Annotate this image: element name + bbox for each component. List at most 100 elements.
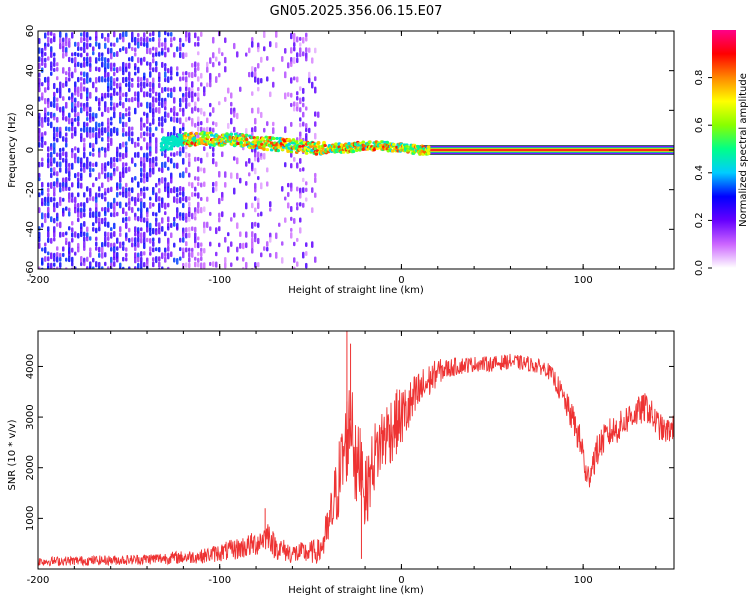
spectrogram-noise-cell	[95, 36, 98, 42]
spectrogram-noise-cell	[125, 222, 128, 230]
spectrogram-noise-cell	[140, 237, 143, 244]
spectrogram-noise-cell	[71, 182, 74, 188]
spectrogram-noise-cell	[206, 61, 209, 68]
spectrogram-noise-cell	[41, 157, 44, 162]
spectrogram-noise-cell	[107, 187, 110, 194]
spectrogram-noise-cell	[38, 131, 41, 138]
spectrogram-noise-cell	[218, 171, 221, 178]
spectrogram-noise-cell	[86, 52, 89, 57]
spectrogram-noise-cell	[236, 222, 239, 229]
spectrogram-noise-cell	[83, 41, 86, 48]
snr-line	[38, 353, 674, 567]
spectrogram-noise-cell	[53, 126, 56, 133]
spectrogram-noise-cell	[251, 247, 254, 254]
spectrogram-noise-cell	[80, 231, 83, 238]
spectrogram-noise-cell	[182, 202, 185, 209]
spectrogram-noise-cell	[44, 246, 47, 254]
spectrogram-noise-cell	[314, 111, 317, 117]
spectrogram-noise-cell	[251, 127, 254, 133]
spectrogram-noise-cell	[257, 86, 260, 92]
spectrogram-noise-cell	[188, 116, 191, 121]
spectrogram-noise-cell	[152, 241, 155, 247]
spectrogram-noise-cell	[230, 117, 233, 125]
spectrogram-noise-cell	[107, 207, 110, 213]
spectrogram-noise-cell	[155, 61, 158, 67]
spectrogram-noise-cell	[65, 71, 68, 76]
spectrogram-noise-cell	[47, 36, 50, 44]
spectrogram-noise-cell	[89, 161, 92, 168]
spectrogram-noise-cell	[95, 96, 98, 102]
spectrogram-noise-cell	[209, 211, 212, 217]
spectrogram-noise-cell	[173, 242, 176, 248]
spectrogram-noise-cell	[95, 132, 98, 140]
spectrogram-noise-cell	[101, 96, 104, 102]
spectrogram-noise-cell	[152, 261, 155, 268]
spectrogram-noise-cell	[68, 37, 71, 42]
spectrogram-noise-cell	[116, 256, 119, 263]
spectrogram-noise-cell	[200, 126, 203, 132]
spectrogram-noise-cell	[305, 36, 308, 42]
spectrogram-noise-cell	[107, 32, 110, 38]
spectrogram-noise-cell	[113, 231, 116, 238]
spectrogram-noise-cell	[95, 196, 98, 204]
spectrogram-noise-cell	[182, 186, 185, 193]
spectrogram-noise-cell	[65, 126, 68, 132]
spectrogram-noise-cell	[200, 251, 203, 257]
spectrogram-noise-cell	[128, 187, 131, 192]
spectrogram-noise-cell	[296, 57, 299, 64]
spectrogram-noise-cell	[200, 207, 203, 214]
spectrogram-noise-cell	[212, 181, 215, 187]
spectrogram-noise-cell	[137, 66, 140, 74]
spectrogram-ridge-dot	[187, 140, 191, 144]
spectrogram-ridge-dot	[368, 140, 372, 144]
spectrogram-noise-cell	[182, 262, 185, 268]
spectrogram-noise-cell	[68, 256, 71, 263]
spectrogram-noise-cell	[149, 231, 152, 236]
spectrogram-noise-cell	[188, 232, 191, 239]
spectrogram-noise-cell	[83, 212, 86, 218]
spectrogram-noise-cell	[107, 57, 110, 63]
spectrogram-noise-cell	[188, 181, 191, 187]
spectrogram-noise-cell	[38, 121, 41, 127]
spectrogram-noise-cell	[50, 237, 53, 244]
spectrogram-noise-cell	[305, 242, 308, 248]
spectrogram-noise-cell	[56, 76, 59, 81]
spectrogram-noise-cell	[80, 46, 83, 51]
spectrogram-noise-cell	[155, 97, 158, 103]
spectrogram-noise-cell	[38, 116, 41, 123]
spectrogram-noise-cell	[149, 171, 152, 178]
spectrogram-noise-cell	[83, 46, 86, 54]
spectrogram-noise-cell	[128, 81, 131, 88]
spectrogram-noise-cell	[107, 241, 110, 248]
spectrogram-noise-cell	[98, 211, 101, 218]
spectrogram-noise-cell	[38, 72, 41, 78]
spectrogram-noise-cell	[125, 182, 128, 188]
spectrogram-noise-cell	[83, 86, 86, 92]
x-tick-label: -100	[208, 575, 231, 586]
spectrogram-noise-cell	[119, 117, 122, 124]
spectrogram-noise-cell	[107, 76, 110, 83]
spectrogram-noise-cell	[194, 92, 197, 97]
spectrogram-noise-cell	[290, 61, 293, 68]
spectrogram-noise-cell	[257, 212, 260, 217]
spectrogram-noise-cell	[191, 182, 194, 189]
spectrogram-noise-cell	[77, 171, 80, 178]
spectrogram-noise-cell	[146, 237, 149, 243]
y-tick-label: 3000	[25, 404, 36, 429]
spectrogram-noise-cell	[302, 251, 305, 259]
spectrogram-noise-cell	[176, 117, 179, 124]
spectrogram-noise-cell	[80, 211, 83, 219]
spectrogram-noise-cell	[236, 246, 239, 253]
spectrogram-noise-cell	[173, 257, 176, 263]
spectrogram-noise-cell	[170, 42, 173, 48]
spectrogram-noise-cell	[299, 97, 302, 105]
spectrogram-noise-cell	[44, 242, 47, 247]
spectrogram-noise-cell	[233, 187, 236, 195]
spectrogram-noise-cell	[227, 246, 230, 253]
spectrogram-noise-cell	[62, 246, 65, 252]
spectrogram-noise-cell	[50, 46, 53, 53]
spectrogram-noise-cell	[122, 162, 125, 168]
spectrogram-noise-cell	[125, 247, 128, 252]
spectrogram-noise-cell	[44, 141, 47, 146]
spectrogram-noise-cell	[209, 77, 212, 83]
